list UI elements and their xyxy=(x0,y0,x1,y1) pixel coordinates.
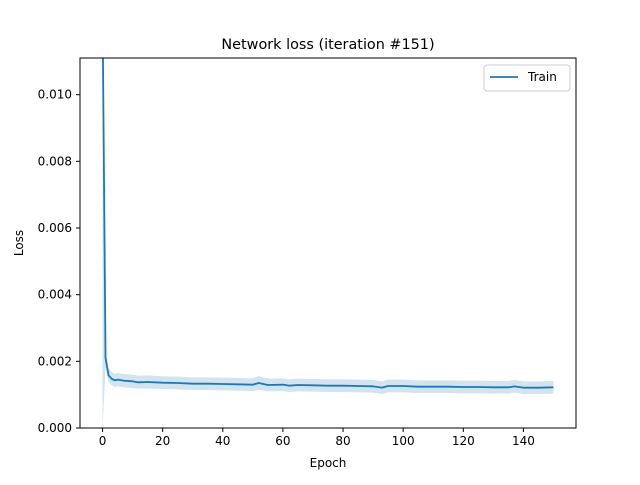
axes-frame xyxy=(79,57,577,429)
y-tick-label: 0.010 xyxy=(38,88,72,102)
x-tick-label: 40 xyxy=(215,434,230,448)
y-tick-label: 0.000 xyxy=(38,421,72,435)
x-axis: 0 20 40 60 80 100 120 140 xyxy=(99,428,535,448)
x-tick-label: 20 xyxy=(155,434,170,448)
y-tick-label: 0.008 xyxy=(38,154,72,168)
x-tick-label: 60 xyxy=(275,434,290,448)
x-tick-label: 120 xyxy=(452,434,475,448)
x-tick-label: 80 xyxy=(335,434,350,448)
series-lines xyxy=(102,58,554,389)
y-tick-label: 0.006 xyxy=(38,221,72,235)
y-tick-label: 0.004 xyxy=(38,288,72,302)
x-axis-label: Epoch xyxy=(310,456,347,470)
series-bands xyxy=(102,58,554,428)
series-line-0 xyxy=(102,58,554,389)
x-tick-label: 0 xyxy=(99,434,107,448)
y-axis-label: Loss xyxy=(12,230,26,256)
chart-title: Network loss (iteration #151) xyxy=(221,37,434,53)
y-tick-label: 0.002 xyxy=(38,354,72,368)
x-tick-label: 100 xyxy=(392,434,415,448)
series-band-0 xyxy=(102,58,554,428)
legend: Train xyxy=(483,64,571,92)
legend-label-train: Train xyxy=(527,70,557,84)
y-axis: 0.000 0.002 0.004 0.006 0.008 0.010 xyxy=(38,88,80,435)
x-tick-label: 140 xyxy=(512,434,535,448)
legend-box xyxy=(483,64,571,92)
